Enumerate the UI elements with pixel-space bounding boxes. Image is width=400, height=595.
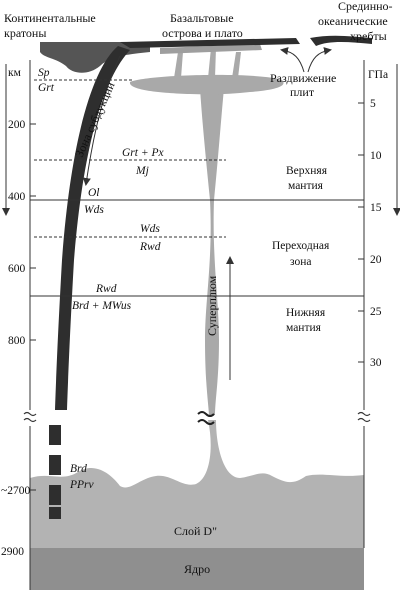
subduction-arrow-icon [82, 55, 121, 186]
transition-zone-label: Переходная [272, 240, 330, 252]
axis-break-icon-right [357, 411, 371, 423]
plume-feeder [232, 52, 241, 78]
lower-mantle-label: Нижняя [286, 307, 326, 319]
phase-grt: Grt [38, 82, 55, 94]
gpa-unit-label: ГПа [368, 69, 388, 81]
basalt-label-2: острова и плато [162, 26, 243, 40]
plume-feeder [174, 52, 183, 78]
phase-rwd-low: Rwd [95, 283, 117, 295]
slab-segment [49, 455, 61, 475]
upper-mantle-label-2: мантия [288, 180, 324, 192]
depth-tick-800: 800 [8, 335, 26, 347]
plume-feeder [208, 48, 216, 78]
phase-sp: Sp [38, 67, 50, 79]
basalt-plateau [160, 44, 262, 54]
subducting-slab [55, 46, 130, 410]
upper-mantle-label: Верхняя [286, 165, 328, 177]
lower-mantle-label-2: мантия [286, 322, 322, 334]
depth-tick-400: 400 [8, 191, 26, 203]
depth-tick-2900: 2900 [1, 546, 24, 558]
superplume-stem [200, 88, 224, 415]
spreading-arrows-icon [280, 47, 332, 73]
d-layer-label: Слой D" [174, 524, 217, 538]
d-layer [30, 420, 364, 548]
phase-rwd-mid: Rwd [139, 241, 161, 253]
superplume-head [129, 74, 284, 95]
superplume-label: Суперплюм [205, 275, 219, 336]
phase-brd-bottom: Brd [70, 463, 87, 475]
pressure-tick-15: 15 [370, 202, 382, 214]
slab-segment [49, 507, 61, 519]
ridges-label-2: океанические [318, 14, 388, 28]
phase-wds-left: Wds [84, 204, 104, 216]
axis-break-icon-left [23, 411, 37, 423]
oceanic-plate-right [310, 35, 372, 46]
spreading-label: Раздвижение [270, 71, 336, 85]
depth-tick-600: 600 [8, 263, 26, 275]
ridges-label-3: хребты [350, 29, 387, 43]
depth-ticks [30, 123, 36, 491]
slab-segment [49, 485, 61, 505]
cratons-label: Континентальные [4, 11, 96, 25]
pressure-ticks [358, 102, 364, 363]
core-layer [30, 548, 364, 590]
pressure-tick-20: 20 [370, 254, 382, 266]
spreading-label-2: плит [290, 85, 315, 99]
basalt-label: Базальтовые [170, 11, 234, 25]
core-label: Ядро [184, 562, 210, 576]
phase-grt-px: Grt + Px [122, 147, 165, 159]
transition-zone-label-2: зона [290, 256, 311, 268]
plume-break-icon [197, 411, 215, 425]
slab-segment [49, 425, 61, 445]
ridges-label: Срединно- [338, 0, 393, 13]
pressure-tick-5: 5 [370, 98, 376, 110]
depth-tick-2700: ~2700 [1, 485, 30, 497]
cratons-label-2: кратоны [4, 26, 46, 40]
pressure-tick-30: 30 [370, 357, 382, 369]
phase-wds-mid: Wds [140, 223, 160, 235]
oceanic-plate [120, 38, 300, 48]
phase-brd-mwus: Brd + MWus [72, 300, 132, 312]
km-unit-label: км [8, 67, 22, 79]
phase-pprv: PPrv [69, 479, 95, 491]
phase-mj: Mj [135, 165, 149, 177]
phase-ol: Ol [88, 187, 100, 199]
depth-tick-200: 200 [8, 119, 26, 131]
pressure-tick-10: 10 [370, 150, 382, 162]
pressure-tick-25: 25 [370, 306, 382, 318]
